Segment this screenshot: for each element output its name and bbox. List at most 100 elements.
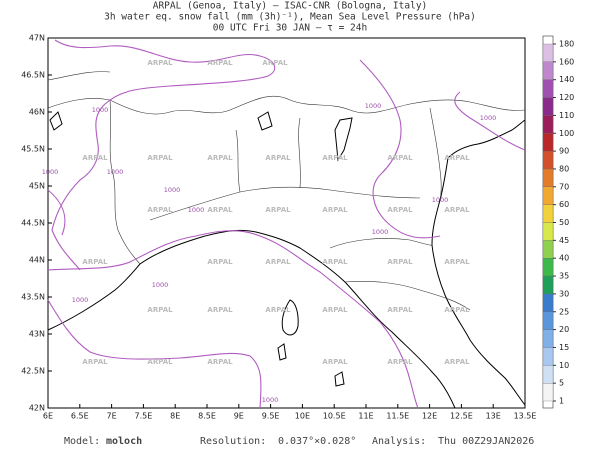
coastline — [439, 119, 526, 201]
watermark: ARPAL — [387, 306, 413, 314]
colorbar-swatch — [542, 222, 554, 241]
isobar-label: 1000 — [42, 168, 59, 176]
lon-tick-label: 10E — [295, 412, 310, 421]
watermark: ARPAL — [207, 258, 233, 266]
header-line: 00 UTC Fri 30 JAN – τ = 24h — [213, 23, 367, 34]
watermark: ARPAL — [207, 358, 233, 366]
border — [149, 186, 421, 221]
colorbar-swatch — [542, 115, 554, 134]
colorbar-swatch — [542, 150, 554, 170]
colorbar-label: 140 — [559, 75, 574, 84]
isobar-label: 1000 — [164, 186, 181, 194]
footer-value: moloch — [106, 436, 142, 447]
colorbar-swatch — [542, 275, 554, 295]
colorbar-label: 15 — [559, 343, 569, 352]
colorbar-swatch — [542, 186, 554, 205]
isobar-label: 1000 — [372, 228, 389, 236]
island — [277, 343, 287, 361]
border — [109, 99, 141, 265]
lat-tick-label: 42.5N — [21, 367, 45, 376]
colorbar-swatch — [542, 97, 554, 116]
island — [334, 371, 345, 387]
colorbar-label: 30 — [559, 289, 569, 298]
colorbar-swatch — [542, 258, 554, 277]
lat-tick-label: 44.5N — [21, 219, 45, 228]
colorbar-label: 35 — [559, 272, 569, 281]
border — [344, 280, 471, 311]
border — [329, 238, 433, 249]
border — [235, 129, 241, 193]
isobar — [47, 299, 262, 409]
lat-tick-label: 43N — [29, 330, 45, 339]
colorbar-swatch — [542, 61, 554, 80]
colorbar-swatch — [542, 293, 554, 312]
watermark: ARPAL — [387, 258, 413, 266]
lake — [49, 111, 63, 131]
colorbar-label: 160 — [559, 57, 574, 66]
colorbar-label: 110 — [559, 111, 574, 120]
coastline — [47, 263, 141, 331]
lon-tick-label: 8.5E — [198, 412, 216, 421]
watermark: ARPAL — [82, 358, 108, 366]
colorbar-swatch — [542, 43, 554, 63]
colorbar-label: 180 — [559, 40, 574, 49]
header-line: ARPAL (Genoa, Italy) – ISAC-CNR (Bologna… — [153, 1, 428, 12]
watermark: ARPAL — [82, 258, 108, 266]
watermark: ARPAL — [444, 358, 470, 366]
watermark: ARPAL — [322, 154, 348, 162]
watermark: ARPAL — [444, 258, 470, 266]
lon-tick-label: 6E — [43, 412, 53, 421]
colorbar-label: 5 — [559, 379, 564, 388]
lat-tick-label: 45.5N — [21, 145, 45, 154]
colorbar-label: 50 — [559, 218, 569, 227]
watermark: ARPAL — [207, 306, 233, 314]
watermark: ARPAL — [207, 59, 233, 67]
lon-tick-label: 9E — [234, 412, 244, 421]
watermark: ARPAL — [387, 154, 413, 162]
watermark: ARPAL — [147, 306, 173, 314]
colorbar-swatch — [542, 382, 554, 402]
lat-tick-label: 46.5N — [21, 71, 45, 80]
isobar-label: 1000 — [365, 102, 382, 110]
footer-value: Thu 00Z29JAN2026 — [438, 436, 534, 447]
colorbar-label: 60 — [559, 200, 569, 209]
watermark: ARPAL — [265, 306, 291, 314]
colorbar-label: 100 — [559, 129, 574, 138]
colorbar-swatch — [542, 311, 554, 330]
isobar — [454, 91, 526, 151]
island — [281, 299, 299, 336]
isobar-label: 1000 — [107, 168, 124, 176]
map: 6E 6.5E 7E 7.5E 8E 8.5E 9E 9.5E 10E 10.5E 11E 11.5E… — [21, 34, 536, 421]
isobar-label: 1000 — [152, 281, 169, 289]
colorbar: 1510152025303540455060708090100110120140… — [542, 35, 574, 409]
isobar-label: 1000 — [480, 114, 497, 122]
isobar-label: 1000 — [262, 396, 279, 404]
colorbar-swatch — [542, 365, 554, 384]
watermark: ARPAL — [147, 154, 173, 162]
watermark: ARPAL — [387, 358, 413, 366]
border — [47, 71, 111, 81]
lake — [334, 117, 353, 162]
map-frame — [47, 37, 526, 409]
colorbar-swatch — [542, 168, 554, 187]
colorbar-label: 40 — [559, 254, 569, 263]
watermark: ARPAL — [265, 258, 291, 266]
colorbar-swatch — [542, 240, 554, 259]
watermark: ARPAL — [322, 258, 348, 266]
lake — [257, 111, 273, 131]
colorbar-swatch — [542, 347, 554, 366]
coastline — [139, 229, 456, 409]
watermark: ARPAL — [387, 206, 413, 214]
watermark: ARPAL — [322, 358, 348, 366]
colorbar-swatch — [542, 204, 554, 223]
watermark: ARPAL — [82, 154, 108, 162]
lon-tick-label: 7.5E — [135, 412, 153, 421]
colorbar-label: 25 — [559, 307, 569, 316]
footer-label: Model: — [64, 436, 100, 447]
colorbar-swatch — [542, 329, 554, 348]
watermark: ARPAL — [262, 59, 288, 67]
colorbar-label: 45 — [559, 236, 569, 245]
colorbar-label: 20 — [559, 325, 569, 334]
coastline — [431, 199, 526, 406]
lon-tick-label: 11E — [358, 412, 373, 421]
